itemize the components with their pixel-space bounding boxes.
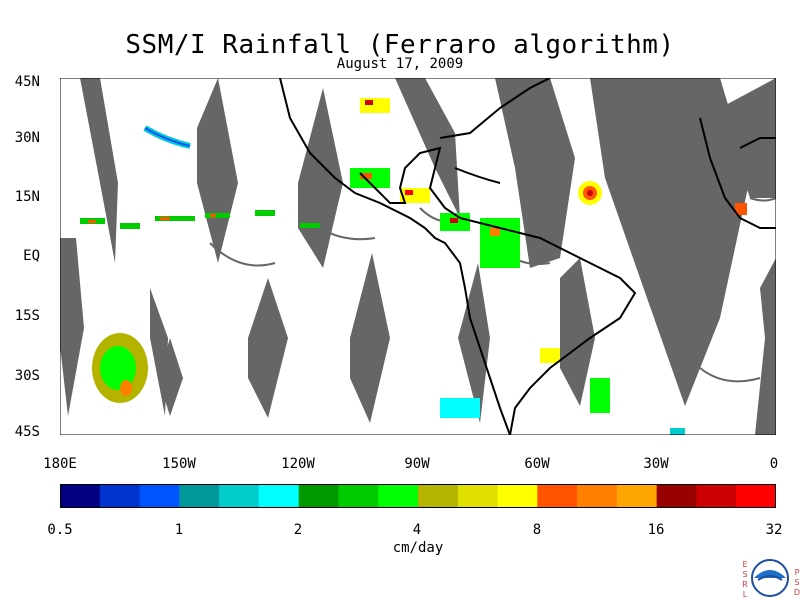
colorbar-tick-4: 4 <box>412 522 422 538</box>
swath-12 <box>560 258 595 406</box>
colorbar-swatch <box>497 484 538 508</box>
coast-east-americas <box>359 146 637 435</box>
colorbar-tick-32: 32 <box>765 522 783 538</box>
colorbar-swatch <box>457 484 499 508</box>
rainfall-map <box>60 78 776 435</box>
colorbar-tick-16: 16 <box>647 522 665 538</box>
arc-2 <box>319 227 376 241</box>
chart-title: SSM/I Rainfall (Ferraro algorithm) <box>125 30 675 60</box>
lon-label-120w: 120W <box>281 456 315 472</box>
coast-africa <box>699 117 776 229</box>
chart-date: August 17, 2009 <box>336 56 464 72</box>
rainfall-patches <box>80 98 747 435</box>
arc-4 <box>749 197 776 202</box>
arc-1 <box>209 242 276 267</box>
lat-label-15n: 15N <box>14 189 40 205</box>
rain-npac-band-core <box>144 127 191 147</box>
coast-iberia <box>739 137 776 149</box>
lat-label-30n: 30N <box>14 130 40 146</box>
lat-label-45n: 45N <box>14 74 40 90</box>
swath-6 <box>248 278 288 418</box>
lon-label-60w: 60W <box>524 456 550 472</box>
swath-1 <box>60 238 84 416</box>
lon-label-90w: 90W <box>404 456 430 472</box>
colorbar-frame <box>60 484 776 508</box>
colorbar-swatch <box>258 484 300 508</box>
colorbar-swatch <box>99 484 141 508</box>
colorbar-swatch <box>179 484 220 508</box>
rain-south-america <box>440 203 747 435</box>
colorbar-swatch <box>656 484 697 508</box>
colorbar-units: cm/day <box>392 540 444 556</box>
colorbar-swatch <box>616 484 658 508</box>
colorbar-swatch <box>696 484 737 508</box>
swath-10 <box>458 263 490 423</box>
colorbar-swatch <box>537 484 578 508</box>
colorbar-swatch <box>338 484 379 508</box>
arc-3 <box>699 367 761 383</box>
swath-11 <box>495 78 575 268</box>
colorbar-swatch <box>577 484 618 508</box>
swath-8 <box>350 253 390 423</box>
lon-label-180e: 180E <box>43 456 77 472</box>
colorbar-swatch <box>378 484 419 508</box>
colorbar-swatch <box>60 484 101 508</box>
colorbar-tick-0-5: 0.5 <box>47 522 73 538</box>
lon-label-0: 0 <box>769 456 779 472</box>
rain-itcz-pacific-heavy <box>88 214 216 223</box>
lat-label-30s: 30S <box>14 368 40 384</box>
colorbar-swatch <box>219 484 260 508</box>
colorbar-swatch <box>418 484 459 508</box>
lat-label-eq: EQ <box>23 248 40 264</box>
colorbar-swatch <box>736 484 776 508</box>
coast-cuba <box>454 167 501 184</box>
lon-label-150w: 150W <box>162 456 196 472</box>
rain-spcz <box>92 333 148 403</box>
colorbar-swatch <box>298 484 339 508</box>
colorbar-tick-1: 1 <box>174 522 184 538</box>
colorbar <box>60 484 776 508</box>
rain-hurricane <box>578 181 602 205</box>
swath-4 <box>158 338 183 416</box>
lat-label-45s: 45S <box>14 424 40 440</box>
lon-label-30w: 30W <box>643 456 669 472</box>
coastlines <box>279 78 776 435</box>
coast-north-america-east <box>439 78 551 139</box>
swath-15 <box>755 258 776 435</box>
rain-caribbean-atlantic <box>350 98 470 231</box>
coast-west-americas <box>279 78 511 435</box>
swath-9 <box>395 78 460 218</box>
lat-label-15s: 15S <box>14 308 40 324</box>
swath-14 <box>720 78 776 198</box>
noaa-logo-icon <box>751 559 789 597</box>
swath-2 <box>80 78 118 263</box>
colorbar-tick-2: 2 <box>293 522 303 538</box>
colorbar-swatch <box>139 484 180 508</box>
colorbar-tick-8: 8 <box>532 522 542 538</box>
